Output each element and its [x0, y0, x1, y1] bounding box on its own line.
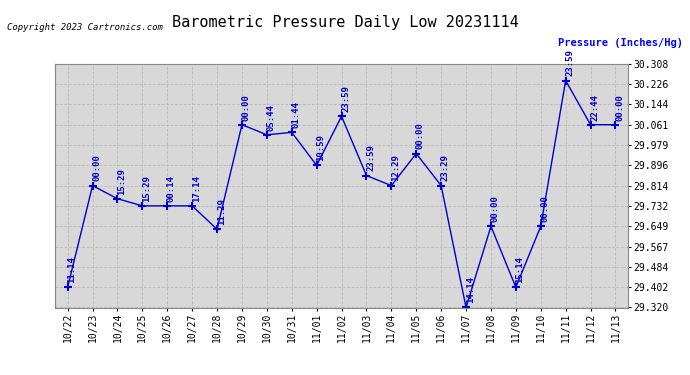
Text: 11:29: 11:29	[217, 198, 226, 225]
Text: Copyright 2023 Cartronics.com: Copyright 2023 Cartronics.com	[7, 22, 163, 32]
Text: 23:59: 23:59	[366, 144, 375, 171]
Text: 15:29: 15:29	[142, 175, 151, 202]
Text: 17:14: 17:14	[192, 175, 201, 202]
Text: 00:00: 00:00	[540, 195, 549, 222]
Text: Pressure (Inches/Hg): Pressure (Inches/Hg)	[558, 38, 683, 48]
Text: 15:29: 15:29	[117, 168, 126, 195]
Text: 00:00: 00:00	[615, 94, 624, 120]
Text: 12:29: 12:29	[391, 154, 400, 182]
Text: 22:44: 22:44	[590, 94, 599, 120]
Text: 00:00: 00:00	[92, 154, 101, 182]
Text: 11:14: 11:14	[68, 256, 77, 283]
Text: Barometric Pressure Daily Low 20231114: Barometric Pressure Daily Low 20231114	[172, 15, 518, 30]
Text: 23:59: 23:59	[342, 85, 351, 112]
Text: 23:59: 23:59	[565, 50, 574, 76]
Text: 05:44: 05:44	[266, 104, 275, 130]
Text: 23:29: 23:29	[441, 154, 450, 182]
Text: 00:00: 00:00	[241, 94, 250, 120]
Text: 00:00: 00:00	[416, 123, 425, 149]
Text: 01:44: 01:44	[291, 101, 300, 128]
Text: 00:14: 00:14	[167, 175, 176, 202]
Text: 00:00: 00:00	[491, 195, 500, 222]
Text: 10:59: 10:59	[316, 134, 325, 161]
Text: 14:14: 14:14	[466, 276, 475, 303]
Text: 15:14: 15:14	[515, 256, 524, 283]
